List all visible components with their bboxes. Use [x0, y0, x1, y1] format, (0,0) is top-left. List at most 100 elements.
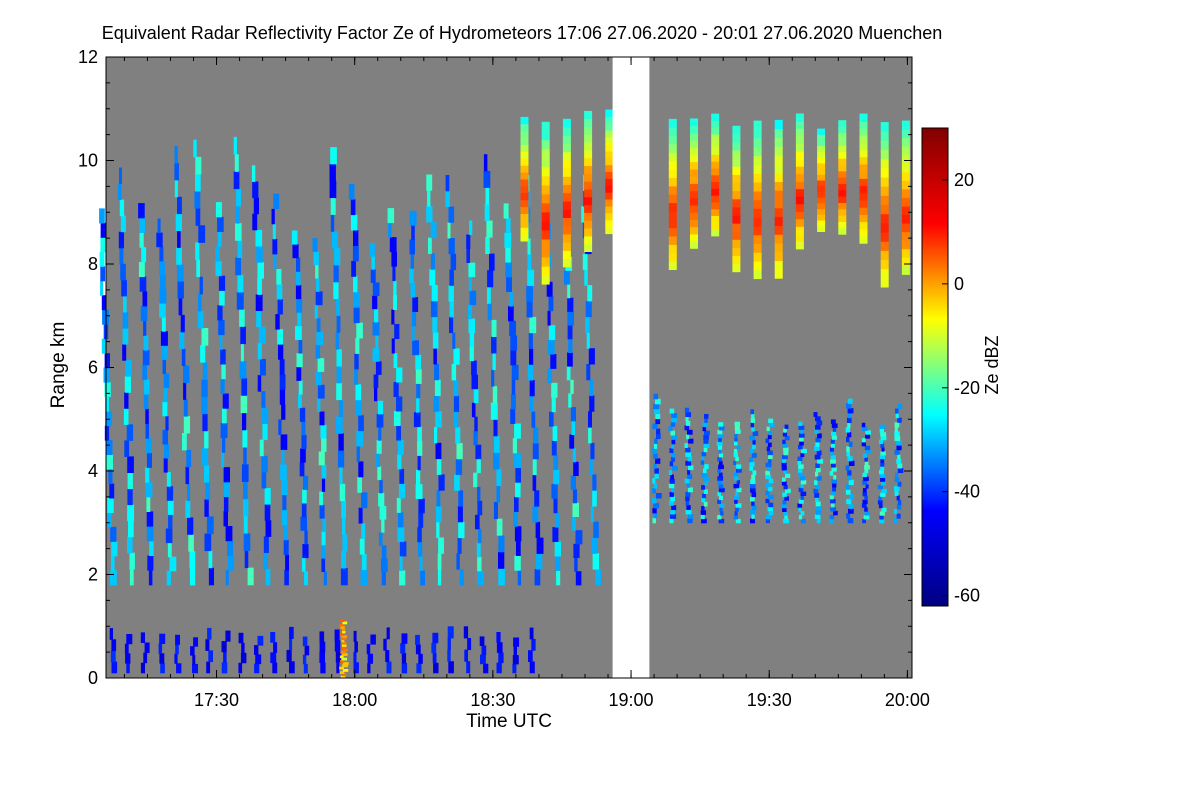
echo-cell — [687, 518, 693, 524]
echo-cell — [427, 190, 431, 207]
echo-cell — [750, 448, 754, 454]
echo-cell — [534, 490, 540, 507]
echo-cell — [880, 481, 886, 486]
echo-cell — [430, 300, 438, 318]
echo-cell — [782, 432, 788, 437]
echo-cell — [304, 571, 308, 586]
echo-cell — [145, 467, 150, 483]
echo-cell — [354, 353, 359, 370]
echo-cell — [733, 483, 740, 489]
echo-cell — [222, 437, 226, 453]
echo-cell — [242, 429, 248, 448]
echo-cell — [233, 136, 237, 155]
echo-cell — [782, 492, 787, 497]
echo-cell — [257, 278, 262, 295]
echo-cell — [669, 408, 675, 414]
echo-cell — [431, 285, 438, 302]
echo-cell — [783, 485, 788, 490]
echo-cell — [701, 518, 707, 524]
echo-cell — [894, 486, 900, 492]
echo-cell — [109, 628, 113, 640]
echo-cell — [838, 196, 847, 203]
echo-cell — [356, 430, 364, 447]
echo-cell — [859, 236, 868, 244]
echo-cell — [817, 145, 826, 152]
echo-cell — [396, 497, 401, 513]
echo-cell — [520, 116, 529, 125]
echo-cell — [711, 127, 720, 135]
echo-cell — [833, 475, 837, 480]
echo-cell — [570, 475, 576, 490]
echo-cell — [720, 511, 724, 516]
echo-cell — [279, 374, 286, 390]
x-axis-label: Time UTC — [466, 711, 552, 732]
echo-cell — [670, 514, 677, 519]
echo-cell — [411, 311, 417, 327]
echo-cell — [529, 380, 535, 397]
echo-cell — [463, 626, 469, 639]
echo-cell — [350, 199, 356, 216]
echo-cell — [146, 452, 152, 468]
echo-cell — [498, 551, 505, 569]
echo-cell — [816, 450, 822, 456]
echo-cell — [859, 178, 868, 187]
x-tick-label: 18:00 — [332, 690, 377, 710]
echo-cell — [127, 536, 133, 554]
echo-cell — [798, 507, 802, 512]
echo-cell — [353, 630, 357, 642]
echo-cell — [487, 270, 494, 288]
echo-cell — [894, 422, 900, 428]
echo-cell — [197, 310, 204, 329]
echo-cell — [471, 360, 477, 376]
echo-cell — [897, 463, 903, 469]
echo-cell — [668, 252, 677, 262]
echo-cell — [353, 662, 359, 674]
echo-cell — [367, 663, 371, 674]
echo-cell — [156, 232, 163, 248]
echo-cell — [671, 452, 676, 458]
echo-cell — [668, 470, 672, 475]
echo-cell — [897, 499, 902, 505]
echo-cell — [717, 499, 721, 504]
echo-cell — [567, 284, 571, 299]
echo-cell — [879, 469, 884, 475]
echo-cell — [453, 379, 459, 397]
echo-cell — [847, 432, 852, 438]
echo-cell — [653, 453, 658, 459]
echo-cell — [355, 399, 362, 416]
echo-cell — [399, 570, 406, 586]
echo-cell — [275, 314, 280, 330]
echo-cell — [670, 430, 675, 436]
echo-cell — [255, 229, 263, 247]
echo-cell — [295, 271, 301, 286]
echo-cell — [351, 260, 356, 277]
echo-cell — [847, 455, 853, 462]
echo-cell — [292, 244, 299, 259]
echo-cell — [668, 144, 677, 153]
echo-cell — [784, 424, 789, 429]
echo-cell — [732, 223, 741, 232]
echo-cell — [703, 501, 708, 507]
echo-cell — [321, 478, 326, 492]
echo-cell — [339, 671, 345, 674]
echo-cell — [750, 418, 756, 423]
echo-cell — [838, 164, 847, 172]
echo-cell — [901, 257, 910, 267]
echo-cell — [589, 458, 593, 475]
echo-cell — [301, 421, 306, 436]
echo-cell — [901, 154, 910, 164]
echo-cell — [503, 203, 509, 219]
echo-cell — [859, 207, 868, 215]
echo-cell — [146, 438, 152, 454]
echo-cell — [208, 550, 213, 569]
echo-cell — [125, 653, 131, 664]
echo-cell — [356, 446, 360, 462]
echo-cell — [520, 151, 529, 159]
echo-cell — [468, 318, 476, 334]
echo-cell — [162, 345, 169, 360]
echo-cell — [207, 627, 212, 640]
echo-cell — [342, 637, 347, 641]
echo-cell — [584, 235, 593, 245]
echo-cell — [880, 195, 889, 206]
echo-cell — [510, 335, 518, 351]
